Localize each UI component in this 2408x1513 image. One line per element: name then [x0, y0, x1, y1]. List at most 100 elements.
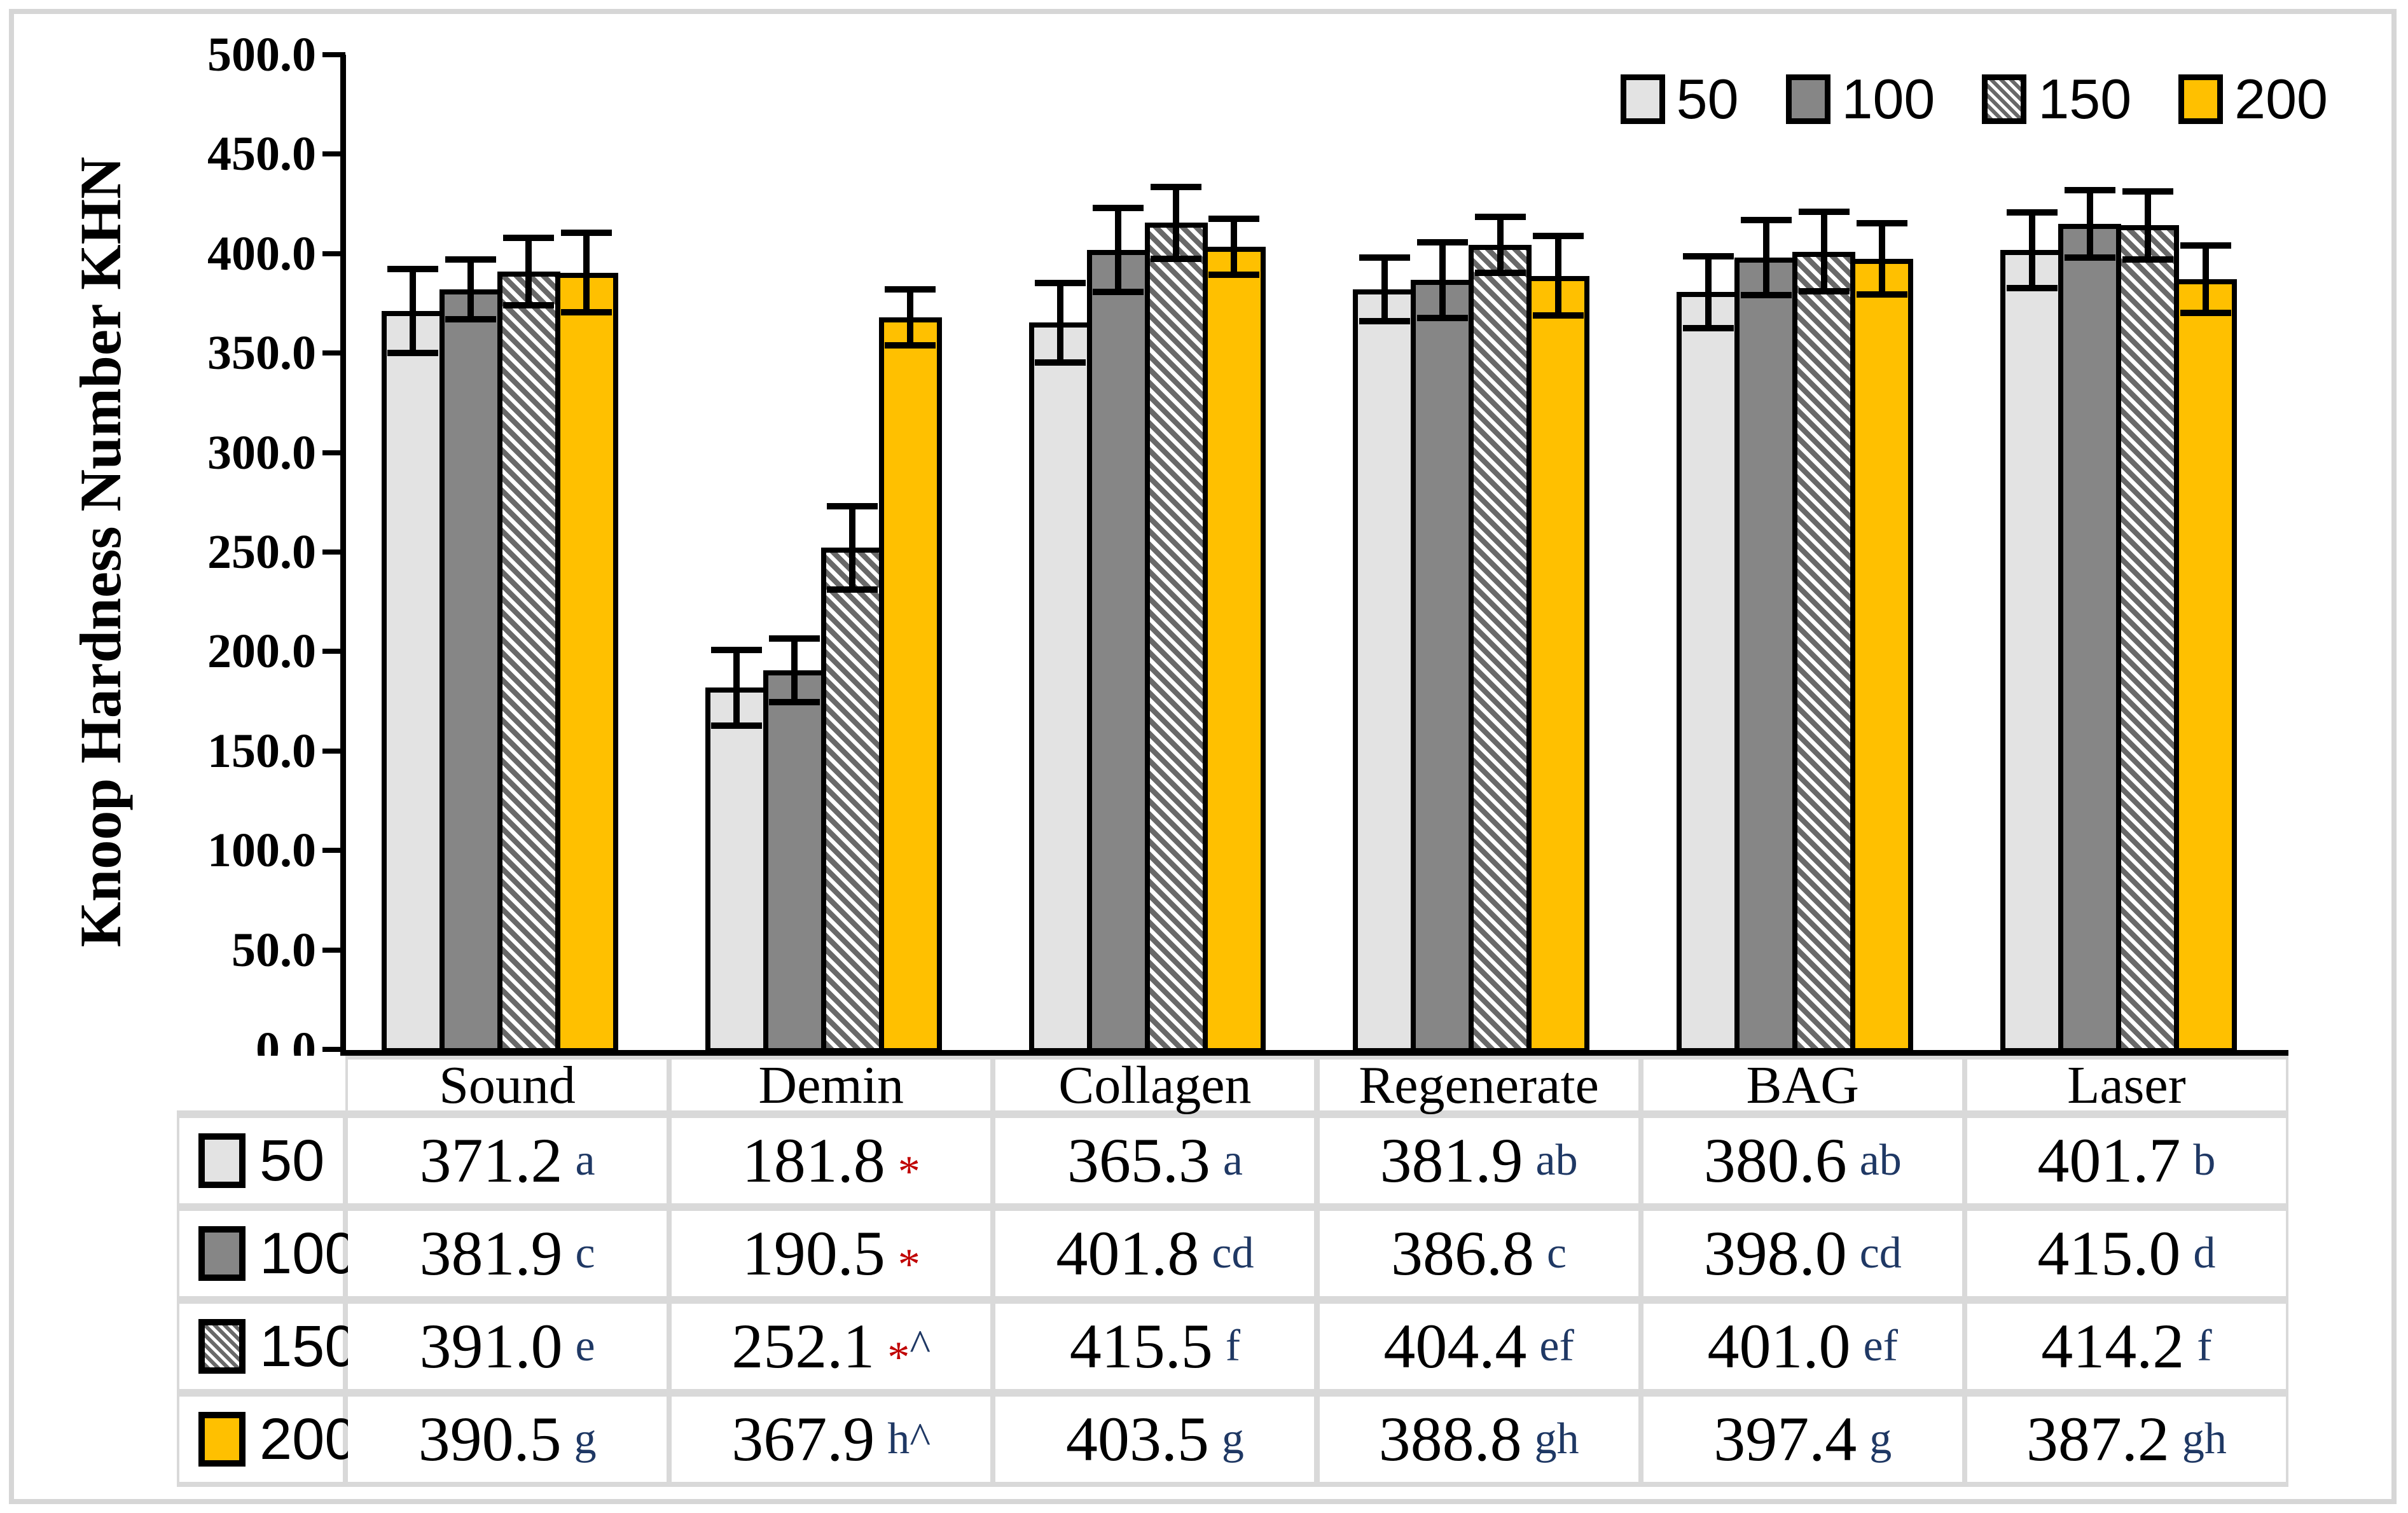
bar-200-sound — [555, 272, 618, 1053]
error-bar-line — [1820, 212, 1827, 292]
annotation-letter: h — [1556, 1414, 1579, 1463]
annotation-letter: c — [1859, 1229, 1879, 1278]
annotation-letter: h — [887, 1414, 910, 1463]
table-cell-150-demin: 252.1 *^ — [672, 1304, 991, 1389]
error-bar-cap-top — [769, 635, 820, 642]
bar-50-laser — [2000, 250, 2064, 1053]
table-annotation: a — [1223, 1138, 1243, 1183]
error-bar-cap-top — [2122, 188, 2173, 195]
table-annotation: g — [1222, 1417, 1244, 1461]
table-value: 190.5 — [742, 1218, 885, 1288]
legend-swatch-icon — [2178, 74, 2224, 124]
annotation-letter: e — [1539, 1322, 1560, 1371]
y-tick-label: 200.0 — [207, 625, 316, 679]
error-bar-cap-bottom — [827, 586, 878, 593]
table-cell-200-bag: 397.4 g — [1643, 1397, 1962, 1482]
table-cell-50-laser: 401.7 b — [1967, 1118, 2286, 1203]
table-cell-150-bag: 401.0 ef — [1643, 1304, 1962, 1389]
annotation-letter: f — [1225, 1322, 1241, 1371]
table-annotation: f — [1226, 1324, 1240, 1369]
table-value: 371.2 — [419, 1125, 563, 1196]
y-tick-mark — [322, 450, 345, 455]
error-bar-cap-bottom — [1474, 269, 1526, 276]
table-annotation: c — [1547, 1231, 1567, 1276]
bar-100-bag — [1734, 258, 1798, 1053]
table-value: 390.5 — [418, 1404, 562, 1474]
y-tick-label: 350.0 — [207, 326, 316, 380]
y-tick-mark — [322, 649, 345, 654]
table-annotation: gh — [2182, 1417, 2227, 1461]
bar-50-bag — [1677, 292, 1740, 1053]
y-tick-label: 150.0 — [207, 724, 316, 778]
error-bar-cap-bottom — [561, 309, 612, 316]
bar-100-laser — [2058, 223, 2122, 1053]
error-bar-line — [1554, 236, 1561, 316]
legend-swatch-icon — [1982, 74, 2027, 124]
data-table: Sound Demin Collagen Regenerate BAG Laser 50 37… — [177, 1056, 2288, 1487]
table-annotation: * — [898, 1138, 920, 1194]
table-annotation: *^ — [887, 1324, 931, 1380]
error-bar-cap-bottom — [1740, 292, 1792, 299]
bar-100-regenerate — [1411, 280, 1474, 1053]
error-bar-cap-top — [1151, 184, 1202, 190]
error-bar-line — [410, 269, 417, 353]
annotation-letter: d — [1879, 1229, 1902, 1278]
table-key-swatch-icon — [198, 1133, 246, 1188]
table-value: 397.4 — [1713, 1404, 1857, 1474]
table-row-key-100: 100 — [179, 1211, 357, 1296]
table-key-label: 100 — [259, 1221, 357, 1286]
y-tick-mark — [322, 350, 345, 356]
table-annotation: g — [1869, 1417, 1892, 1461]
annotation-letter: f — [2197, 1322, 2212, 1371]
y-tick-mark — [322, 848, 345, 853]
legend-swatch-icon — [1785, 74, 1830, 124]
error-bar-line — [733, 649, 740, 726]
table-cell-100-sound: 381.9 c — [348, 1211, 667, 1296]
error-bar-cap-bottom — [387, 349, 439, 356]
error-bar-cap-top — [445, 256, 497, 263]
annotation-letter: ^ — [910, 1414, 931, 1463]
table-value: 415.0 — [2037, 1218, 2181, 1288]
error-bar-cap-top — [503, 234, 555, 241]
table-header-laser: Laser — [1967, 1056, 2286, 1115]
error-bar-cap-bottom — [1208, 271, 1260, 278]
table-value: 401.7 — [2037, 1125, 2181, 1196]
table-key-swatch-icon — [198, 1226, 246, 1281]
legend-label: 100 — [1841, 67, 1935, 130]
legend-item-150: 150 — [1982, 71, 2131, 127]
bar-100-collagen — [1086, 250, 1150, 1053]
annotation-letter: c — [1212, 1229, 1232, 1278]
error-bar-line — [2028, 212, 2035, 288]
y-tick-label: 500.0 — [207, 28, 316, 81]
bar-50-regenerate — [1353, 289, 1416, 1053]
annotation-letter: a — [1535, 1136, 1556, 1185]
bar-150-collagen — [1144, 223, 1208, 1053]
legend-swatch-icon — [1620, 74, 1665, 124]
table-annotation: f — [2197, 1324, 2211, 1369]
bar-150-laser — [2116, 225, 2180, 1053]
table-value: 386.8 — [1391, 1218, 1535, 1288]
table-value: 398.0 — [1703, 1218, 1847, 1288]
bar-100-sound — [439, 289, 502, 1053]
error-bar-line — [1115, 208, 1122, 292]
error-bar-cap-top — [1798, 209, 1850, 216]
annotation-asterisk: * — [897, 1147, 920, 1197]
y-tick-label: 400.0 — [207, 226, 316, 280]
bar-200-regenerate — [1526, 275, 1590, 1053]
annotation-letter: g — [1534, 1414, 1557, 1463]
error-bar-cap-bottom — [1151, 255, 1202, 262]
table-cell-150-laser: 414.2 f — [1967, 1304, 2286, 1389]
table-value: 415.5 — [1069, 1311, 1213, 1381]
legend-item-100: 100 — [1785, 67, 1935, 130]
table-cell-100-bag: 398.0 cd — [1643, 1211, 1962, 1296]
error-bar-cap-bottom — [2180, 310, 2231, 316]
error-bar-cap-bottom — [1682, 324, 1734, 331]
error-bar-cap-top — [885, 286, 936, 293]
annotation-letter: b — [2193, 1136, 2216, 1185]
table-value: 391.0 — [419, 1311, 563, 1381]
error-bar-cap-top — [1532, 233, 1584, 240]
y-tick-mark — [322, 1047, 345, 1052]
table-key-label: 200 — [259, 1407, 357, 1472]
y-tick-label: 50.0 — [232, 923, 316, 977]
